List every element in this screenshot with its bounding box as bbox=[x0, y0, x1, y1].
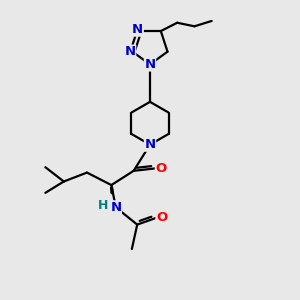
Text: N: N bbox=[124, 45, 136, 58]
Text: O: O bbox=[156, 211, 167, 224]
Text: O: O bbox=[155, 162, 167, 175]
Text: H: H bbox=[98, 200, 109, 212]
Text: N: N bbox=[110, 201, 122, 214]
Text: N: N bbox=[132, 23, 143, 36]
Text: N: N bbox=[144, 138, 156, 151]
Text: N: N bbox=[144, 58, 156, 71]
